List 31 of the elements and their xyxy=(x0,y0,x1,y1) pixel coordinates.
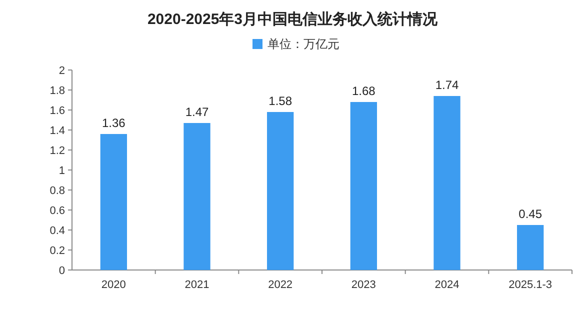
bar xyxy=(350,102,377,270)
x-tick-label: 2022 xyxy=(268,279,293,291)
chart-title: 2020-2025年3月中国电信业务收入统计情况 xyxy=(147,11,439,28)
y-tick-label: 1.6 xyxy=(50,105,65,117)
y-tick-label: 1 xyxy=(58,165,65,177)
x-tick-label: 2025.1-3 xyxy=(508,279,552,291)
x-tick-label: 2024 xyxy=(434,279,460,291)
bar xyxy=(517,225,544,270)
x-tick-label: 2023 xyxy=(351,279,376,291)
data-label: 1.74 xyxy=(435,78,459,92)
bar xyxy=(184,123,210,270)
y-tick-label: 1.2 xyxy=(50,145,65,157)
y-tick-label: 0.2 xyxy=(50,245,65,257)
y-tick-label: 0.8 xyxy=(50,185,65,197)
x-tick-label: 2021 xyxy=(184,279,210,291)
bar xyxy=(267,112,294,270)
data-label: 1.47 xyxy=(185,105,209,119)
y-tick-label: 2 xyxy=(58,65,65,77)
data-label: 1.36 xyxy=(102,116,126,130)
data-label: 1.58 xyxy=(268,94,292,108)
bar xyxy=(434,96,460,270)
y-tick-label: 0.6 xyxy=(50,205,65,217)
y-tick-label: 1.4 xyxy=(50,125,65,137)
data-label: 1.68 xyxy=(352,84,376,98)
y-tick-label: 1.8 xyxy=(50,85,65,97)
data-label: 0.45 xyxy=(518,207,542,221)
x-tick-label: 2020 xyxy=(101,279,126,291)
bar xyxy=(100,134,127,270)
y-tick-label: 0 xyxy=(58,265,65,277)
y-tick-label: 0.4 xyxy=(50,225,65,237)
legend-label: 单位：万亿元 xyxy=(268,37,340,51)
